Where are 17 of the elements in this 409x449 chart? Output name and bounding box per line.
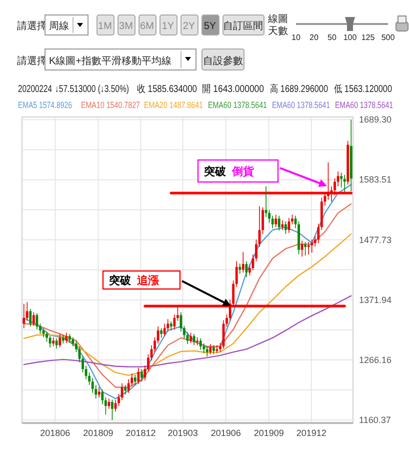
y-tick-label: 1160.37 bbox=[359, 414, 391, 425]
x-tick-label: 201809 bbox=[83, 428, 114, 438]
x-tick-label: 201912 bbox=[296, 428, 326, 438]
y-tick-label: 1583.51 bbox=[359, 174, 392, 185]
x-tick-label: 201812 bbox=[126, 428, 156, 438]
y-tick-label: 1371.94 bbox=[359, 294, 392, 305]
text: EMA60 1378.5641 bbox=[335, 100, 409, 110]
y-tick-label: 1689.30 bbox=[359, 114, 392, 125]
annotation: 突破 追漲 bbox=[108, 274, 160, 287]
y-tick-label: 1477.73 bbox=[359, 234, 392, 245]
y-tick-label: 1266.16 bbox=[359, 354, 392, 365]
x-tick-label: 201806 bbox=[40, 428, 70, 438]
x-tick-label: 201906 bbox=[210, 428, 241, 438]
annotation: 突破 倒貨 bbox=[203, 165, 255, 178]
x-tick-label: 201903 bbox=[168, 428, 198, 438]
x-tick-label: 201909 bbox=[254, 428, 284, 438]
line-series bbox=[23, 295, 352, 368]
